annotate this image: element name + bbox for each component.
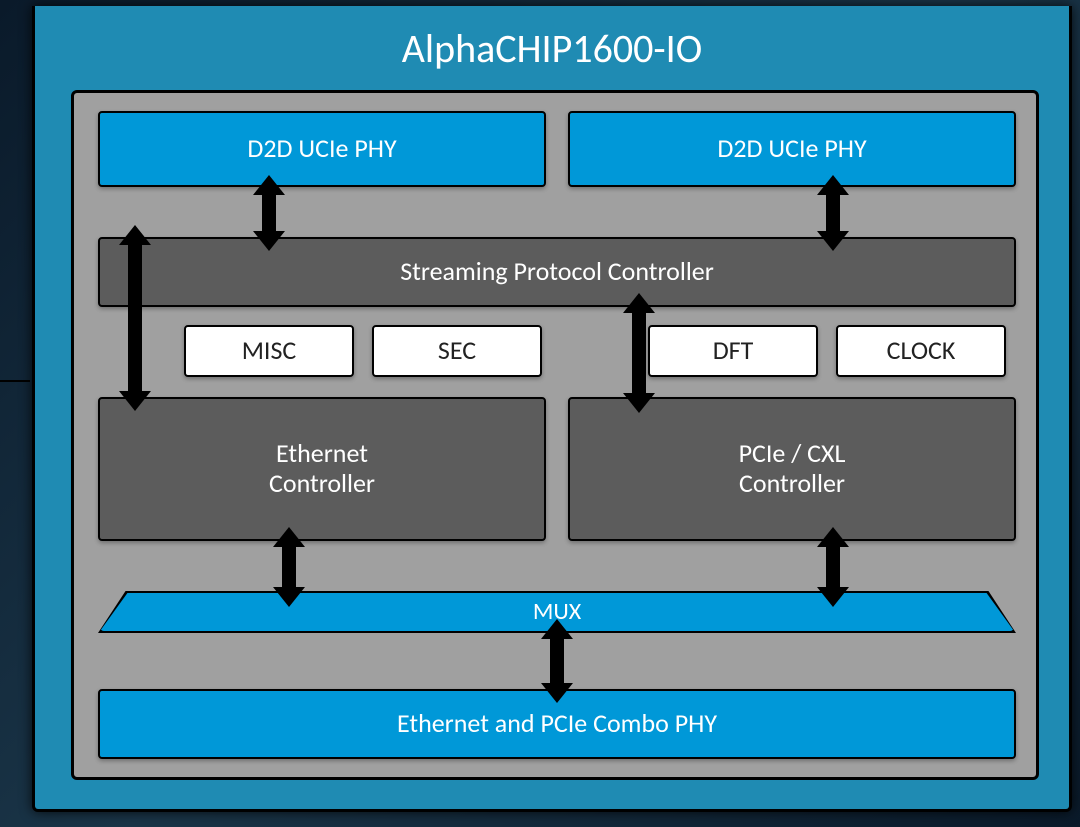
block-dft: DFT [648, 325, 818, 377]
page-divider [0, 380, 30, 382]
block-label: Ethernet and PCIe Combo PHY [397, 709, 717, 739]
arrow-spc-pcie [632, 311, 646, 395]
arrow-d2d-right-spc [826, 193, 840, 233]
arrow-d2d-left-spc [262, 193, 276, 233]
arrow-eth-mux [282, 545, 296, 589]
block-streaming-protocol-controller: Streaming Protocol Controller [98, 237, 1016, 307]
chip-inner: D2D UCIe PHY D2D UCIe PHY Streaming Prot… [71, 90, 1039, 780]
block-label: Ethernet Controller [269, 439, 375, 499]
chip-container: AlphaCHIP1600-IO D2D UCIe PHY D2D UCIe P… [32, 6, 1072, 812]
block-misc: MISC [184, 325, 354, 377]
block-label: Streaming Protocol Controller [400, 257, 714, 287]
block-label: CLOCK [887, 336, 956, 366]
arrow-pcie-mux [826, 545, 840, 589]
block-sec: SEC [372, 325, 542, 377]
block-ethernet-controller: Ethernet Controller [98, 397, 546, 541]
block-label: DFT [713, 336, 754, 366]
block-label: PCIe / CXL Controller [739, 439, 846, 499]
block-label: MISC [242, 336, 297, 366]
block-d2d-left: D2D UCIe PHY [98, 111, 546, 187]
block-label: D2D UCIe PHY [247, 134, 396, 164]
block-pcie-cxl-controller: PCIe / CXL Controller [568, 397, 1016, 541]
block-d2d-right: D2D UCIe PHY [568, 111, 1016, 187]
arrow-mux-combo [550, 637, 564, 685]
block-label: D2D UCIe PHY [717, 134, 866, 164]
block-clock: CLOCK [836, 325, 1006, 377]
arrow-spc-ethernet [128, 243, 142, 393]
block-label: SEC [438, 336, 476, 366]
chip-title: AlphaCHIP1600-IO [35, 6, 1069, 87]
